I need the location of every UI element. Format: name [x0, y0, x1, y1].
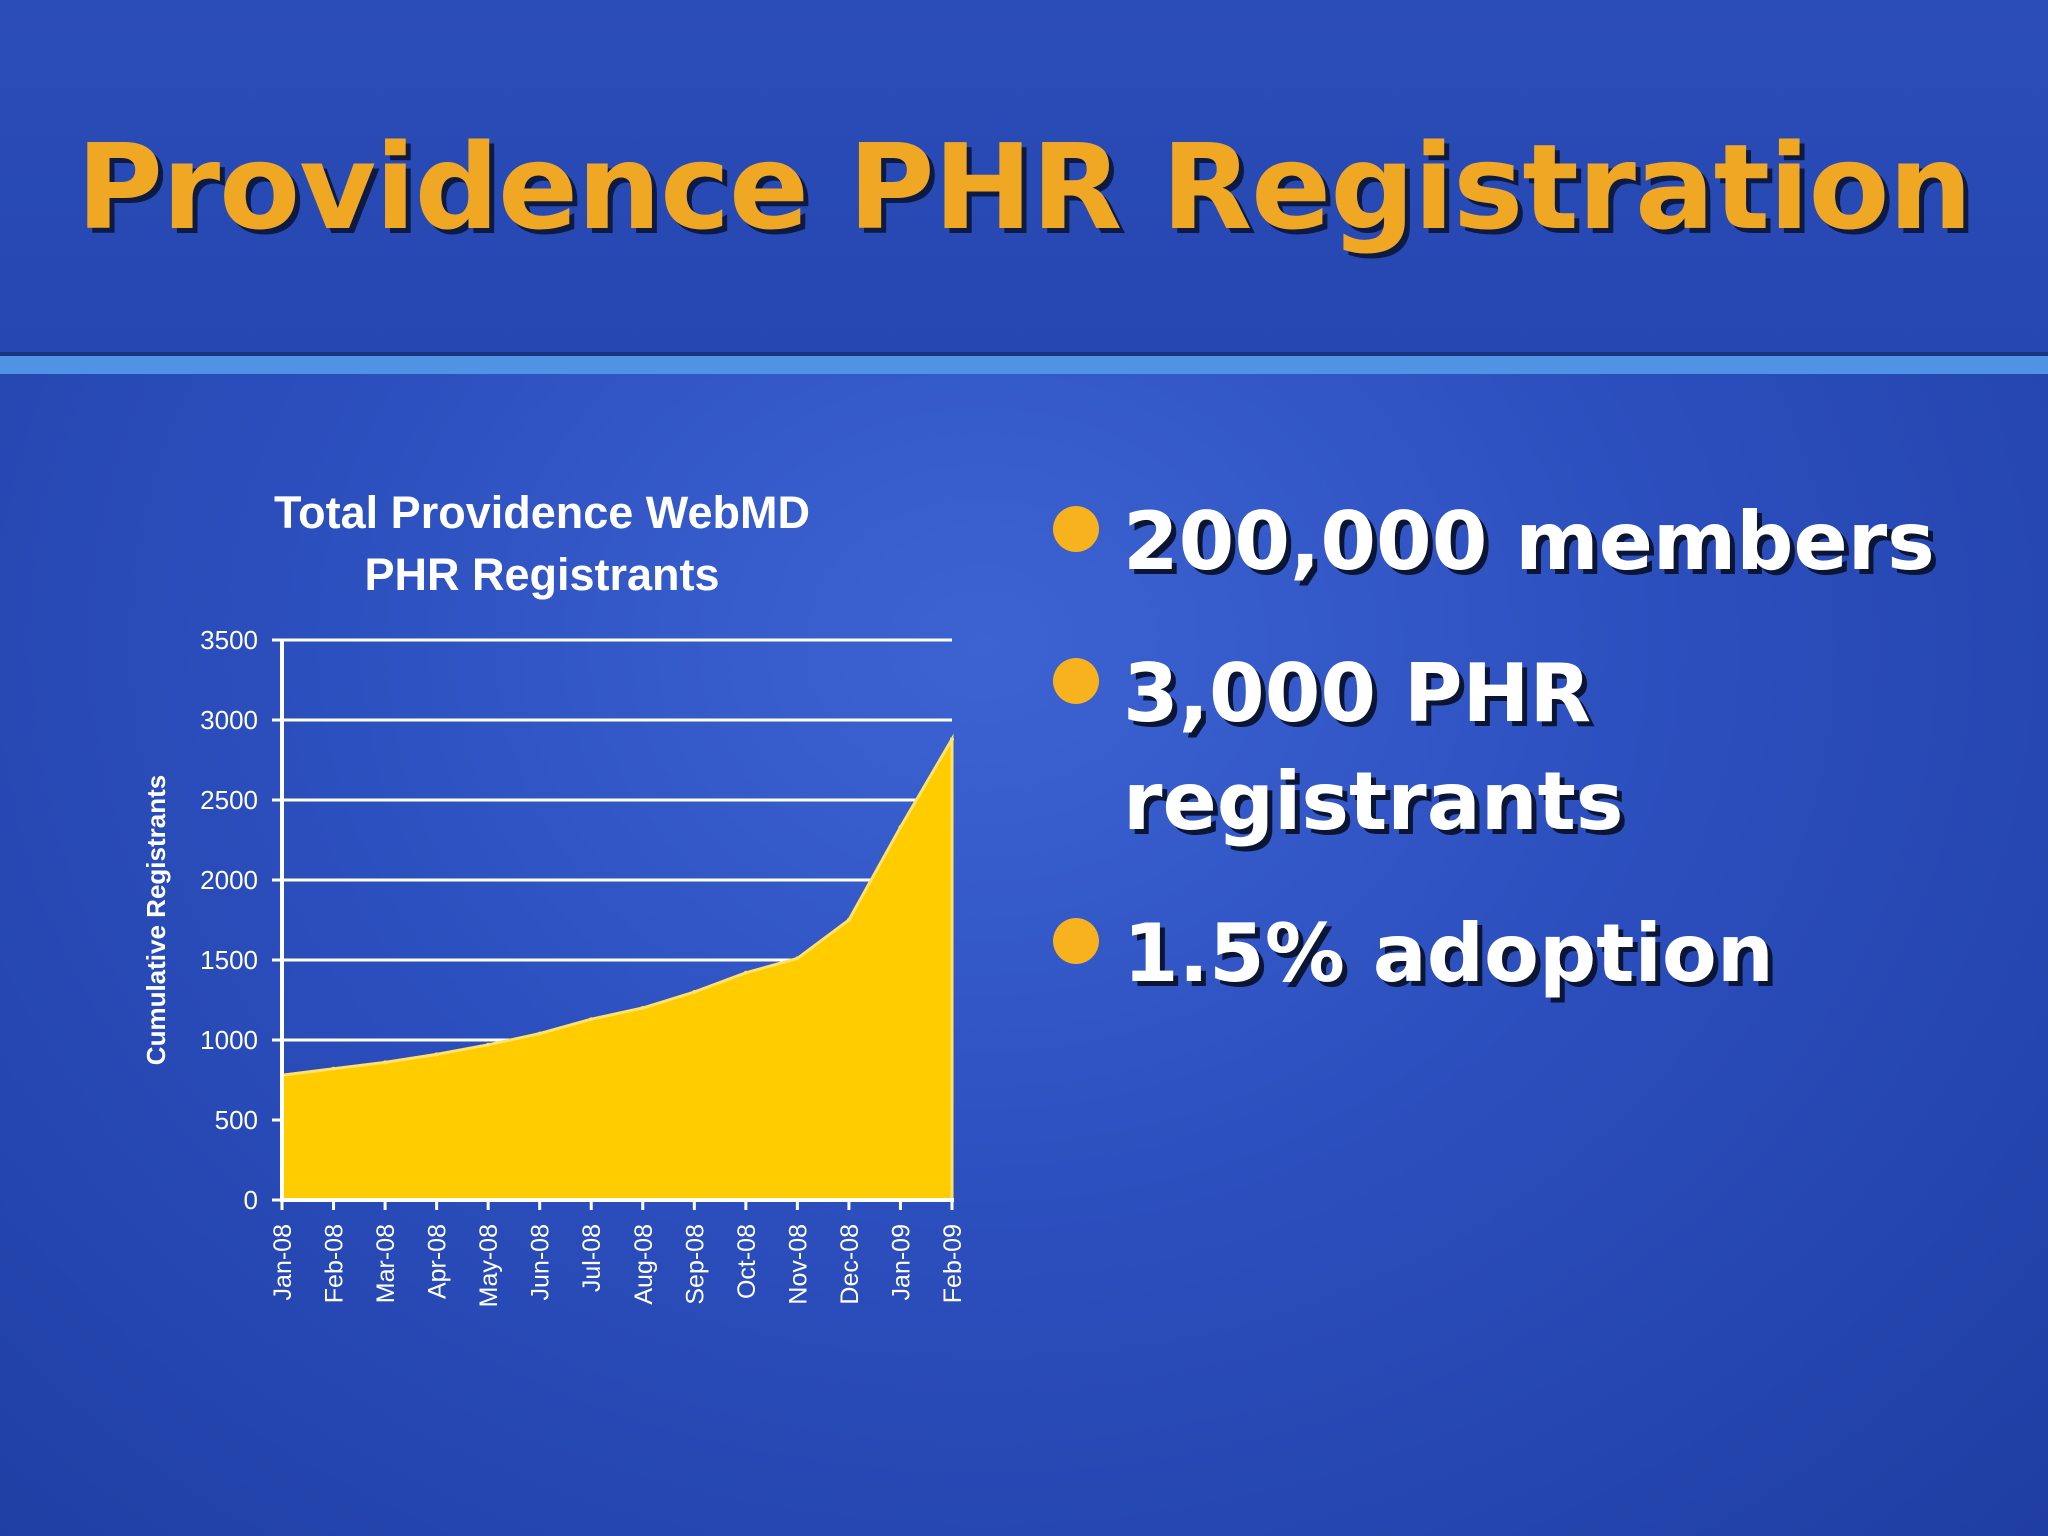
x-tick-label: May-08: [475, 1224, 503, 1307]
x-tick-label: Mar-08: [372, 1224, 400, 1303]
bullet-dot-icon: [1053, 918, 1099, 964]
data-point: [846, 918, 851, 922]
y-tick-label: 1500: [200, 945, 258, 975]
x-tick-label: Apr-08: [424, 1224, 452, 1299]
chart-title-line: PHR Registrants: [364, 549, 719, 600]
slide-title: Providence PHR Registration: [76, 118, 1972, 256]
data-point: [383, 1060, 388, 1065]
data-point: [537, 1031, 542, 1036]
data-point: [743, 970, 748, 975]
data-point: [898, 825, 903, 830]
x-tick-label: Feb-08: [321, 1224, 349, 1303]
y-tick-label: 0: [244, 1185, 258, 1215]
bullet-text: 200,000 members: [1123, 495, 1935, 588]
x-tick-label: Jun-08: [527, 1224, 555, 1300]
x-tick-label: Jan-08: [269, 1224, 297, 1300]
data-point: [331, 1066, 336, 1071]
data-point: [692, 990, 697, 994]
divider-rule: [0, 356, 2048, 374]
x-tick-label: Dec-08: [836, 1224, 864, 1305]
chart-svg: Total Providence WebMD PHR Registrants 0 50…: [141, 487, 967, 1307]
x-tick-label: Oct-08: [733, 1224, 761, 1299]
x-tick-label: Sep-08: [681, 1224, 709, 1305]
registrants-chart: Total Providence WebMD PHR Registrants 0 50…: [130, 480, 990, 1340]
y-axis-title: Cumulative Registrants: [141, 775, 171, 1065]
bullet-adoption: 1.5% adoption: [1045, 900, 2025, 1008]
x-tick-label: Aug-08: [630, 1224, 658, 1305]
y-tick-label: 2500: [200, 785, 258, 815]
bullet-registrants: 3,000 PHR registrants: [1045, 640, 2025, 856]
x-tick-label: Feb-09: [939, 1224, 967, 1303]
y-tick-label: 3000: [200, 705, 258, 735]
data-point: [434, 1052, 439, 1057]
y-tick-label: 500: [215, 1105, 258, 1135]
x-tick-label: Jan-09: [887, 1224, 915, 1300]
y-tick-label: 3500: [200, 625, 258, 655]
title-band: [0, 0, 2048, 356]
bullet-members: 200,000 members: [1045, 488, 2025, 596]
bullet-list: 200,000 members 3,000 PHR registrants 1.…: [1045, 488, 2025, 1052]
x-tick-label: Nov-08: [784, 1224, 812, 1305]
bullet-text: 1.5% adoption: [1123, 907, 1774, 1000]
data-point: [950, 737, 954, 742]
series-area: [280, 733, 954, 1202]
y-tick-label: 2000: [200, 865, 258, 895]
data-point: [795, 956, 800, 961]
x-tick-label: Jul-08: [578, 1224, 606, 1292]
bullet-text: 3,000 PHR registrants: [1123, 647, 1624, 848]
bullet-dot-icon: [1053, 658, 1099, 704]
chart-title-line: Total Providence WebMD: [274, 487, 810, 538]
y-tick-label: 1000: [200, 1025, 258, 1055]
data-point: [486, 1042, 491, 1047]
data-point: [640, 1006, 645, 1010]
data-point: [589, 1017, 594, 1022]
bullet-dot-icon: [1053, 506, 1099, 552]
